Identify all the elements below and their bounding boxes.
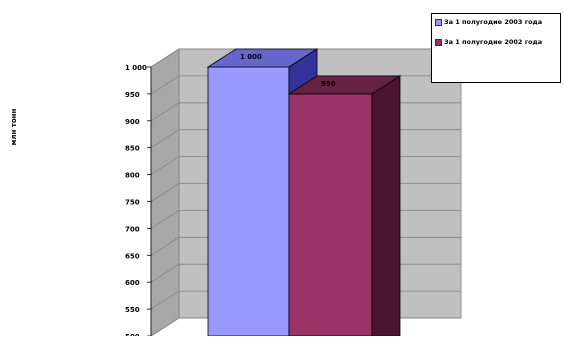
- gridline: [150, 48, 461, 68]
- data-label: 1 000: [240, 53, 262, 61]
- legend-swatch: [435, 19, 442, 26]
- y-tick-label: 850: [125, 145, 140, 153]
- y-tick-label: 750: [125, 199, 140, 207]
- y-tick-label: 1 000: [125, 64, 147, 72]
- y-tick-label: 900: [125, 118, 140, 126]
- y-tick-label: 800: [125, 172, 140, 180]
- legend-label: За 1 полугодие 2003 года: [444, 18, 543, 26]
- legend-item-series-1: За 1 полугодие 2003 года: [435, 18, 557, 26]
- y-tick-label: 650: [125, 252, 140, 260]
- y-tick-label: 700: [125, 225, 140, 233]
- legend: За 1 полугодие 2003 года За 1 полугодие …: [431, 13, 561, 83]
- bar-1: [207, 66, 290, 337]
- bar-2: [288, 93, 373, 337]
- legend-item-series-2: За 1 полугодие 2002 года: [435, 38, 557, 46]
- bar-2-side: [371, 75, 401, 337]
- legend-label: За 1 полугодие 2002 года: [444, 38, 543, 46]
- legend-swatch: [435, 39, 442, 46]
- y-axis-label: млн тонн: [10, 108, 18, 146]
- data-label: 950: [321, 80, 336, 88]
- y-tick-label: 550: [125, 306, 140, 314]
- y-tick-label: 600: [125, 279, 140, 287]
- y-tick-label: 950: [125, 91, 140, 99]
